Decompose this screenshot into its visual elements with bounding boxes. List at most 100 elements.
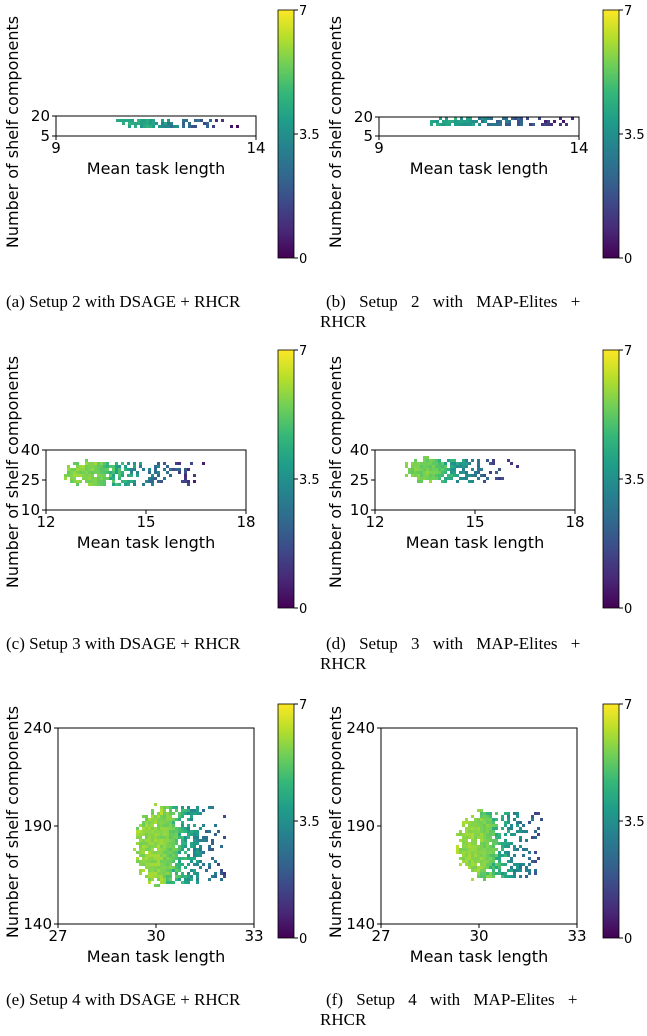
heatmap-cell [163,821,166,824]
heatmap-cell [492,833,495,836]
heatmap-cell [122,119,125,122]
heatmap-cell [468,833,471,836]
heatmap-cell [88,480,91,483]
heatmap-cell [492,875,495,878]
heatmap-cell [142,839,145,842]
heatmap-cell [477,845,480,848]
heatmap-cell [124,468,127,471]
heatmap-cell [154,842,157,845]
heatmap-cell [100,471,103,474]
heatmap-cell [495,857,498,860]
heatmap-cell [139,851,142,854]
heatmap-cell [169,833,172,836]
y-tick-label: 40 [350,441,369,459]
heatmap-cell [489,848,492,851]
heatmap-cell [504,875,507,878]
heatmap-cell [429,459,432,462]
heatmap-cell [163,830,166,833]
heatmap-cell [193,836,196,839]
heatmap-cell [157,857,160,860]
heatmap-cell [106,465,109,468]
heatmap-cell [166,827,169,830]
caption-a-text: (a) Setup 2 with DSAGE + RHCR [6,292,241,311]
heatmap-cell [450,459,453,462]
heatmap-cell [474,471,477,474]
heatmap-cell [64,477,67,480]
heatmap-cell [205,830,208,833]
heatmap-cell [169,468,172,471]
heatmap-cell [405,465,408,468]
heatmap-cell [184,866,187,869]
caption-f-text-2: RHCR [320,1010,367,1029]
heatmap-cell [453,474,456,477]
heatmap-cell [465,860,468,863]
heatmap-cell [148,863,151,866]
heatmap-cell [435,477,438,480]
heatmap-cell [163,851,166,854]
heatmap-cell [157,830,160,833]
heatmap-cell [510,824,513,827]
heatmap-cell [160,878,163,881]
heatmap-cell [190,815,193,818]
heatmap-cell [475,120,478,123]
heatmap-cell [468,462,471,465]
heatmap-cell [175,866,178,869]
heatmap-cell [100,465,103,468]
heatmap-cell [480,863,483,866]
heatmap-cell [130,468,133,471]
heatmap-cell [426,477,429,480]
heatmap-cell [486,872,489,875]
heatmap-cell [139,869,142,872]
heatmap-cell [439,117,442,120]
heatmap-cell [187,468,190,471]
heatmap-cell [202,462,205,465]
heatmap-cell [477,824,480,827]
heatmap-cell [181,845,184,848]
heatmap-cell [166,812,169,815]
heatmap-cell [136,851,139,854]
caption-d-text: (d) Setup 3 with MAP-Elites + [326,634,581,653]
heatmap-cell [82,477,85,480]
heatmap-cell [169,815,172,818]
heatmap-cell [220,869,223,872]
heatmap-cell [456,848,459,851]
heatmap-cell [139,836,142,839]
heatmap-cell [178,836,181,839]
y-axis-label: Number of shelf components [326,706,345,938]
heatmap-cell [169,851,172,854]
heatmap-cell [112,480,115,483]
heatmap-cell [139,860,142,863]
heatmap-cell [163,848,166,851]
heatmap-cell [167,119,170,122]
heatmap-cell [178,863,181,866]
heatmap-cell [498,866,501,869]
heatmap-cell [118,477,121,480]
heatmap-cell [143,125,146,128]
heatmap-cell [187,806,190,809]
heatmap-cell [471,848,474,851]
heatmap-cell [148,818,151,821]
heatmap-cell [450,465,453,468]
heatmap-cell [128,119,131,122]
heatmap-cell [178,857,181,860]
heatmap-cell [205,836,208,839]
heatmap-cell [76,465,79,468]
heatmap-cell [160,866,163,869]
heatmap-cell [157,842,160,845]
heatmap-cell [142,821,145,824]
heatmap-cell [471,851,474,854]
heatmap-cell [489,857,492,860]
heatmap-cell [408,471,411,474]
heatmap-cell [169,836,172,839]
heatmap-cell [160,839,163,842]
heatmap-cell [118,468,121,471]
heatmap-cell [112,465,115,468]
heatmap-cell [490,123,493,126]
heatmap-cell [178,878,181,881]
heatmap-cell [88,462,91,465]
heatmap-cell [456,474,459,477]
heatmap-cell [112,474,115,477]
heatmap-cell [151,878,154,881]
heatmap-cell [121,474,124,477]
heatmap-cell [537,857,540,860]
